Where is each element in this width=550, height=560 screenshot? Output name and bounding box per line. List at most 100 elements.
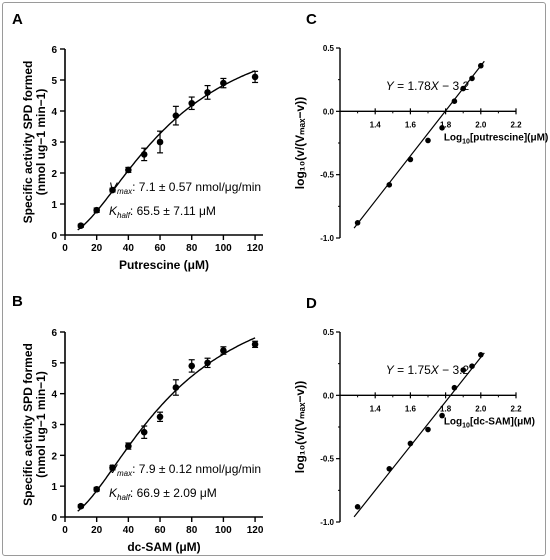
data-point	[425, 426, 431, 433]
y-tick-label: 3	[51, 421, 57, 432]
x-tick-label: 80	[186, 243, 198, 254]
y-axis-label: Specific activity SPD formed	[21, 343, 35, 506]
x-tick-label: 20	[91, 525, 103, 536]
y-tick-label: -1.0	[320, 234, 334, 243]
x-tick-label: 1.4	[370, 120, 382, 129]
y-tick-label: 0.0	[323, 391, 335, 400]
panel-letter-a: A	[12, 11, 23, 28]
x-axis-label-unit: [putrescine](μM)	[470, 132, 548, 143]
x-tick-label: 1.4	[370, 404, 382, 413]
equation-slope: = 1.75	[394, 363, 431, 377]
data-point	[188, 362, 196, 370]
data-point	[204, 89, 211, 96]
khalf-annotation: Khalf: 65.5 ± 7.11 μM	[109, 204, 216, 220]
fit-equation: Y = 1.78X − 3.2	[386, 79, 470, 93]
data-point	[439, 412, 445, 419]
x-tick-label: 1.8	[440, 404, 452, 413]
vmax-subscript: max	[117, 469, 133, 478]
y-axis-label-units: (nmol ug−1 min−1)	[34, 89, 48, 196]
x-tick-label: 120	[247, 525, 264, 536]
figure-frame	[2, 2, 546, 556]
data-point	[439, 125, 445, 131]
x-tick-label: 80	[186, 525, 198, 536]
khalf-value: : 65.5 ± 7.11 μM	[130, 204, 216, 218]
equation-x: X	[430, 363, 440, 377]
data-point	[478, 352, 484, 358]
y-tick-label: -1.0	[320, 518, 334, 527]
y-tick-label: 0.0	[323, 107, 335, 116]
data-point	[125, 442, 132, 450]
fit-equation: Y = 1.75X − 3.2	[386, 363, 470, 377]
x-axis-label-unit: μM	[188, 258, 205, 272]
x-tick-label: 0	[62, 243, 68, 254]
data-point	[156, 413, 164, 421]
data-point	[109, 186, 116, 194]
y-tick-label: 6	[51, 45, 57, 56]
khalf-subscript: half	[117, 493, 131, 502]
x-tick-label: 2.0	[475, 404, 487, 413]
x-tick-label: 60	[154, 243, 166, 254]
x-tick-label: 20	[91, 243, 103, 254]
x-tick-label: 60	[154, 525, 166, 536]
y-axis-label: log₁₀(v/(Vₘₐₓ−v))	[293, 381, 307, 473]
x-axis-label-text: Putrescine (	[119, 258, 188, 272]
x-tick-label: 100	[215, 243, 232, 254]
data-point	[220, 347, 227, 354]
data-point	[460, 367, 467, 373]
x-axis-label-sub: 10	[462, 138, 470, 145]
x-axis-label: Log10[dc-SAM](μM)	[444, 416, 535, 429]
data-point	[425, 137, 431, 144]
x-axis-label-text: dc-SAM (	[127, 540, 179, 554]
equation-y: Y	[386, 79, 395, 93]
data-point	[93, 485, 100, 493]
y-tick-label: 4	[51, 107, 57, 118]
vmax-annotation: Vmax: 7.1 ± 0.57 nmol/μg/min	[109, 180, 261, 196]
y-tick-label: 2	[51, 451, 57, 462]
data-point	[469, 75, 475, 82]
data-point	[188, 99, 196, 107]
data-point	[407, 440, 414, 447]
fit-line	[353, 352, 485, 518]
data-point	[125, 166, 132, 174]
data-point	[251, 341, 259, 348]
x-axis-label: Putrescine (μM)	[119, 258, 209, 272]
data-point	[172, 112, 180, 119]
x-axis-label-unit: [dc-SAM](μM)	[470, 416, 535, 427]
y-tick-label: -0.5	[320, 455, 334, 464]
data-point	[460, 85, 467, 92]
data-point	[354, 220, 361, 226]
x-axis-label: Log10[putrescine](μM)	[444, 132, 548, 145]
panel-c: 0.5 0.0 -0.5 -1.0 1.4 1.6 1.8 2.0 2.2 Y = 1.78X −…	[293, 44, 548, 243]
y-axis-label-units: (nmol ug−1 min−1)	[34, 371, 48, 478]
khalf-subscript: half	[117, 211, 131, 220]
data-point	[386, 466, 393, 472]
vmax-value: : 7.9 ± 0.12 nmol/μg/min	[132, 462, 261, 476]
y-tick-label: 0.5	[323, 44, 335, 53]
data-point	[220, 79, 227, 87]
y-tick-label: 0	[51, 513, 57, 524]
x-axis-label-close: )	[205, 258, 209, 272]
data-point	[140, 151, 148, 158]
x-axis-label: dc-SAM (μM)	[127, 540, 200, 554]
y-tick-label: 6	[51, 328, 57, 339]
data-point	[469, 363, 475, 370]
equation-intercept: − 3.2	[439, 363, 470, 377]
y-axis-label: log₁₀(v/(Vₘₐₓ−v))	[293, 97, 307, 189]
khalf-symbol: K	[109, 486, 118, 500]
y-tick-label: 0.5	[323, 328, 335, 337]
data-point	[140, 428, 148, 436]
data-point	[77, 502, 85, 510]
x-tick-label: 40	[123, 243, 135, 254]
x-tick-label: 2.2	[510, 404, 522, 413]
y-tick-label: 2	[51, 169, 57, 180]
panel-letter-b: B	[12, 293, 23, 310]
data-point	[77, 222, 85, 229]
data-point	[251, 73, 259, 81]
x-tick-label: 120	[247, 243, 264, 254]
khalf-value: : 66.9 ± 2.09 μM	[130, 486, 217, 500]
data-point	[156, 138, 164, 146]
y-tick-label: 5	[51, 359, 57, 370]
panel-letter-d: D	[306, 295, 317, 312]
